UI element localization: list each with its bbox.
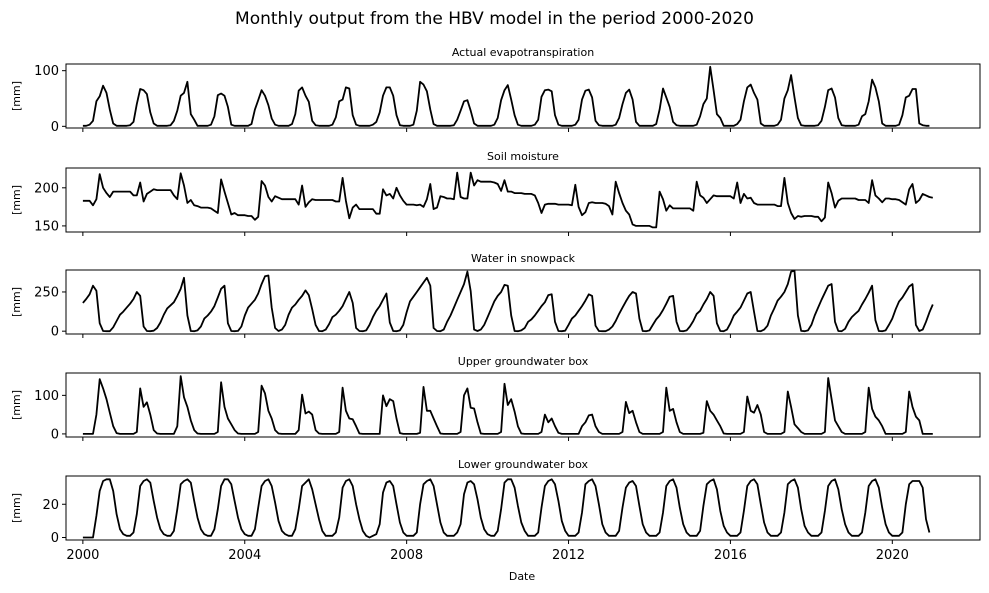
panel-title: Soil moisture xyxy=(487,150,559,163)
series-line xyxy=(82,478,931,539)
y-tick-label: 100 xyxy=(34,389,59,404)
y-axis-label: [mm] xyxy=(10,287,23,317)
y-axis-label: [mm] xyxy=(10,185,23,215)
y-tick-label: 250 xyxy=(34,285,59,300)
series-line xyxy=(82,171,933,229)
x-tick-label: 2008 xyxy=(390,548,423,563)
y-tick-label: 100 xyxy=(34,64,59,79)
panel: Lower groundwater box [mm] 0 20 2000 2004 2008… xyxy=(10,458,981,563)
panel-title: Actual evapotranspiration xyxy=(452,46,594,59)
y-tick-label: 0 xyxy=(51,120,59,135)
x-axis-label: Date xyxy=(509,570,536,583)
y-tick-label: 0 xyxy=(51,531,59,546)
panel-title: Lower groundwater box xyxy=(458,458,589,471)
series-line xyxy=(82,65,930,127)
panels: Actual evapotranspiration [mm] 0 100 Soil mo… xyxy=(10,46,981,563)
axes-frame xyxy=(65,372,981,438)
y-tick-label: 200 xyxy=(34,181,59,196)
y-axis-label: [mm] xyxy=(10,493,23,523)
series-line xyxy=(82,375,933,435)
panel: Soil moisture [mm] 150 200 xyxy=(10,150,981,236)
axes-frame xyxy=(65,269,981,335)
x-tick-label: 2016 xyxy=(714,548,747,563)
y-tick-label: 0 xyxy=(51,325,59,340)
panel: Upper groundwater box [mm] 0 100 xyxy=(10,355,981,442)
series-line xyxy=(82,269,934,333)
axes-frame xyxy=(65,475,981,541)
panel-title: Water in snowpack xyxy=(471,252,576,265)
x-tick-label: 2020 xyxy=(876,548,909,563)
panel-title: Upper groundwater box xyxy=(458,355,589,368)
panel: Actual evapotranspiration [mm] 0 100 xyxy=(10,46,981,135)
y-axis-label: [mm] xyxy=(10,81,23,111)
x-tick-label: 2004 xyxy=(228,548,261,563)
axes-frame xyxy=(65,63,981,129)
y-tick-label: 150 xyxy=(34,219,59,234)
panel: Water in snowpack [mm] 0 250 xyxy=(10,252,981,340)
y-tick-label: 0 xyxy=(51,427,59,442)
x-tick-label: 2012 xyxy=(552,548,585,563)
y-tick-label: 20 xyxy=(42,498,59,513)
x-tick-label: 2000 xyxy=(66,548,99,563)
y-axis-label: [mm] xyxy=(10,390,23,420)
figure-title: Monthly output from the HBV model in the… xyxy=(235,9,754,29)
axes-frame xyxy=(65,167,981,233)
